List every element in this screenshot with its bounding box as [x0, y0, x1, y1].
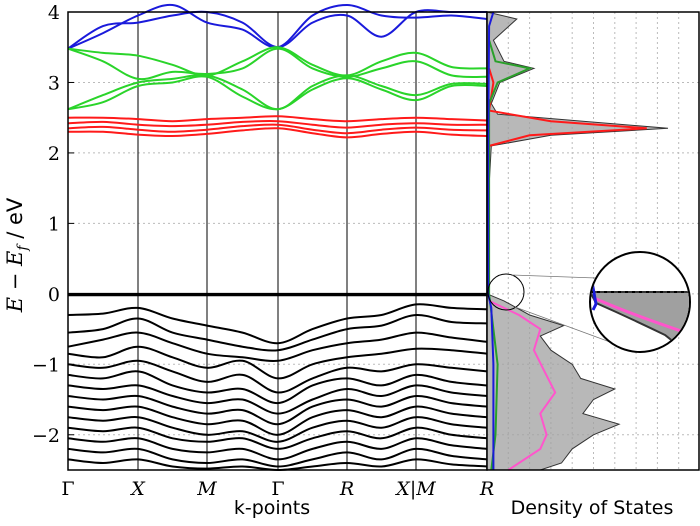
- dos-plot-frame: [486, 11, 700, 471]
- band-line-valence-10: [67, 405, 488, 436]
- band-line-valence-8: [67, 384, 488, 415]
- band-line-conduction-red-2: [67, 120, 488, 129]
- y-axis-label-sub: f: [15, 243, 31, 252]
- k-tick-label: X: [129, 478, 146, 500]
- zoom-source-circle: [487, 273, 525, 311]
- band-line-conduction-green-1: [67, 46, 488, 77]
- dos-series-magenta-projection: [488, 299, 557, 471]
- dos-series-green-projection: [488, 39, 533, 471]
- x-axis-label-kpoints: k-points: [234, 497, 310, 519]
- band-line-conduction-red-1: [67, 115, 488, 123]
- band-line-conduction-red-4: [67, 127, 488, 139]
- k-tick-label: Γ: [61, 478, 74, 500]
- band-line-valence-14: [67, 447, 488, 468]
- band-line-valence-12: [67, 426, 488, 450]
- band-line-valence-4: [67, 331, 488, 363]
- x-axis-label-dos: Density of States: [511, 497, 674, 519]
- y-tick-label: 2: [48, 143, 60, 165]
- band-structure-panel: −2 −1 0 1 2 3 4 Γ X M Γ R X|M R: [32, 2, 700, 500]
- dos-series-red-projection: [487, 68, 647, 147]
- band-line-valence-13: [67, 437, 488, 461]
- band-line-valence-9: [67, 394, 488, 426]
- band-line-valence-7: [67, 370, 488, 405]
- y-axis-label-unit: / eV: [3, 197, 27, 245]
- band-line-conduction-green-2: [67, 47, 488, 81]
- y-axis-label-prefix: E − E: [3, 251, 27, 314]
- band-line-valence-3: [67, 313, 488, 352]
- y-axis-label: E − Ef / eV: [3, 197, 31, 313]
- y-tick-label: 0: [48, 284, 60, 306]
- band-line-conduction-green-4: [67, 75, 488, 111]
- band-line-valence-5: [67, 345, 488, 380]
- k-tick-label: Γ: [271, 478, 284, 500]
- band-line-conduction-red-3: [67, 123, 488, 135]
- dos-panel: [486, 11, 700, 471]
- zoom-connector: [514, 306, 611, 343]
- band-line-valence-2: [67, 303, 488, 345]
- y-tick-label: 1: [48, 213, 60, 235]
- k-tick-label: R: [339, 478, 354, 500]
- y-tick-label: −1: [32, 354, 60, 376]
- zoom-magenta-line: [593, 296, 689, 336]
- band-line-valence-6: [67, 359, 488, 394]
- zoom-connector: [511, 274, 597, 279]
- k-tick-label: R: [479, 478, 494, 500]
- y-tick-label: 4: [48, 2, 60, 24]
- k-tick-label: X|M: [394, 478, 436, 500]
- k-tick-label: M: [196, 478, 217, 500]
- y-tick-label: 3: [48, 72, 60, 94]
- band-line-valence-11: [67, 416, 488, 443]
- zoom-blue-line: [591, 281, 598, 311]
- y-tick-label: −2: [32, 425, 60, 447]
